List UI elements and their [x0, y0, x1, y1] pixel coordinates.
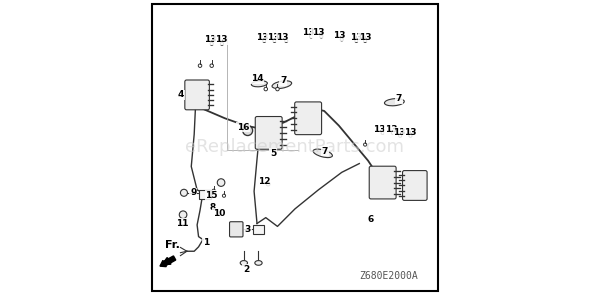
Circle shape: [399, 134, 402, 137]
Text: 13: 13: [312, 28, 324, 37]
Text: 13: 13: [256, 32, 268, 42]
Ellipse shape: [313, 149, 332, 158]
Text: 13: 13: [404, 128, 417, 137]
Text: 7: 7: [395, 94, 402, 103]
Text: 13: 13: [373, 125, 386, 134]
Text: 13: 13: [215, 35, 228, 44]
Text: eReplacementParts.com: eReplacementParts.com: [185, 138, 405, 157]
Text: 2: 2: [243, 265, 250, 274]
Circle shape: [340, 38, 343, 41]
Circle shape: [409, 134, 412, 137]
Text: 9: 9: [190, 188, 196, 197]
Circle shape: [217, 179, 225, 186]
Text: Fr.: Fr.: [165, 240, 181, 250]
FancyArrow shape: [160, 256, 176, 267]
Text: 16: 16: [237, 122, 249, 132]
Text: 5: 5: [270, 149, 276, 158]
FancyBboxPatch shape: [185, 80, 209, 110]
Circle shape: [320, 35, 323, 38]
Bar: [199, 190, 211, 199]
Ellipse shape: [272, 81, 291, 88]
Text: 4: 4: [178, 90, 184, 99]
Text: 15: 15: [205, 191, 218, 200]
Text: 11: 11: [176, 219, 189, 228]
FancyBboxPatch shape: [255, 117, 282, 149]
Text: 13: 13: [350, 32, 363, 42]
Circle shape: [381, 131, 384, 135]
Ellipse shape: [251, 81, 267, 87]
Text: 6: 6: [368, 214, 374, 224]
Circle shape: [221, 42, 224, 45]
Text: 8: 8: [209, 203, 216, 212]
Text: 14: 14: [251, 74, 263, 83]
Text: 12: 12: [258, 177, 271, 186]
Circle shape: [181, 189, 188, 196]
Circle shape: [363, 143, 367, 146]
Text: 13: 13: [394, 128, 406, 137]
Circle shape: [263, 39, 266, 42]
Circle shape: [264, 87, 267, 91]
Circle shape: [198, 64, 202, 68]
Bar: [253, 225, 264, 234]
Circle shape: [210, 64, 214, 68]
Text: 7: 7: [280, 76, 287, 85]
Circle shape: [310, 35, 313, 38]
Circle shape: [210, 42, 214, 45]
Circle shape: [391, 131, 395, 135]
FancyBboxPatch shape: [402, 171, 427, 200]
Text: 7: 7: [322, 147, 328, 155]
FancyBboxPatch shape: [295, 102, 322, 135]
Circle shape: [276, 87, 279, 91]
Circle shape: [273, 39, 276, 42]
Text: 13: 13: [267, 32, 279, 42]
Circle shape: [222, 194, 225, 197]
Ellipse shape: [240, 260, 248, 265]
Text: 1: 1: [203, 238, 209, 247]
Circle shape: [284, 39, 288, 42]
Text: 13: 13: [277, 32, 289, 42]
Text: 10: 10: [213, 209, 225, 218]
Circle shape: [355, 39, 358, 42]
Text: 13: 13: [359, 32, 371, 42]
Text: 13: 13: [204, 35, 217, 44]
Ellipse shape: [385, 99, 404, 106]
Circle shape: [212, 189, 215, 192]
Circle shape: [363, 39, 367, 42]
Text: Z680E2000A: Z680E2000A: [359, 271, 418, 281]
Circle shape: [266, 182, 270, 186]
Text: 3: 3: [244, 225, 251, 235]
Circle shape: [242, 126, 253, 135]
Circle shape: [179, 211, 187, 219]
Text: 13: 13: [333, 31, 346, 40]
FancyBboxPatch shape: [230, 222, 243, 237]
Text: 13: 13: [302, 28, 314, 37]
Text: 13: 13: [385, 125, 398, 134]
Ellipse shape: [255, 260, 262, 265]
FancyBboxPatch shape: [369, 166, 396, 199]
